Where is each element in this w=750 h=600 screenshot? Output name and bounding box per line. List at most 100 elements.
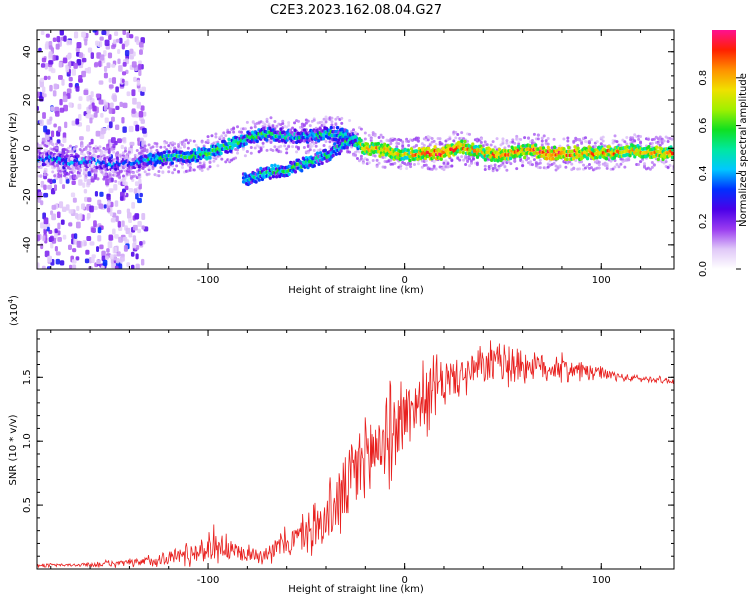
heat-cell [580,141,584,145]
heat-cell [279,150,283,154]
snr-xlabel: Height of straight line (km) [288,584,424,595]
heat-cell [122,177,126,181]
heat-cell [93,62,98,68]
heat-cell [147,166,151,170]
heat-cell [138,69,142,77]
heat-cell [456,156,460,160]
heat-cell [63,104,68,112]
snr-ytick-label: 1.5 [22,369,33,385]
heat-cell [315,151,320,156]
heat-cell [613,134,617,138]
heat-cell [109,211,114,217]
heat-cell [92,30,97,33]
heat-cell [73,233,78,239]
heat-cell [521,160,525,164]
heat-cell [126,39,130,46]
heat-cell [54,228,58,234]
heat-cell [131,201,136,209]
snr-ytick-label: 0.5 [22,497,33,513]
heat-cell [122,236,128,242]
heat-cell [76,58,82,66]
heat-cell [73,63,78,69]
heat-cell [414,143,418,147]
heat-cell [45,41,50,49]
heat-cell [58,201,64,209]
heat-cell [530,139,534,143]
heat-cell [463,139,467,144]
heat-cell [236,151,240,155]
heat-cell [454,136,458,140]
heat-cell [493,163,497,167]
heat-cell [670,155,674,160]
heat-cell [64,121,68,129]
heat-cell [350,145,354,149]
heat-cell [202,165,206,169]
heat-cell [424,163,428,167]
heat-cell [136,79,141,86]
heat-cell [450,164,454,168]
heat-cell [306,151,310,155]
heat-cell [37,234,40,242]
heat-cell [611,141,615,145]
snr-xtick-label: 0 [401,575,407,586]
heat-cell [261,145,265,149]
heat-cell [656,157,660,162]
heat-cell [108,77,112,83]
heat-cell [188,166,192,170]
heat-cell [88,152,92,156]
heat-cell [468,132,472,136]
heat-cell [45,173,49,177]
heat-cell [126,212,132,219]
heat-cell [460,155,464,159]
heat-cell [180,165,184,169]
heat-cell [552,145,557,150]
heat-cell [58,74,63,80]
heat-cell [241,147,245,151]
heat-cell [293,170,298,174]
heat-cell [180,162,184,166]
heat-cell [416,136,420,140]
heat-cell [139,49,143,55]
heat-cell [234,156,238,160]
heat-cell [462,158,466,162]
heat-cell [173,142,177,146]
heat-cell [57,237,62,242]
heat-cell [121,71,127,76]
heat-cell [88,104,93,110]
heat-cell [452,139,456,143]
heat-cell [505,141,509,145]
heat-cell [67,244,72,251]
heat-cell [89,241,95,246]
heat-cell [133,76,137,83]
heat-cell [424,159,428,163]
heat-cell [551,156,555,161]
heat-cell [115,257,120,264]
heat-cell [587,139,591,143]
heat-cell [483,140,487,144]
heat-cell [639,160,643,164]
heat-cell [299,138,303,143]
heat-cell [304,121,308,125]
heat-cell [112,228,116,235]
heat-cell [37,162,41,167]
heat-cell [125,155,129,159]
heat-cell [76,205,80,211]
heat-cell [456,132,460,136]
heat-cell [141,166,145,170]
heat-cell [95,93,101,98]
heat-cell [554,168,558,172]
heat-cell [151,167,155,171]
heat-cell [652,163,656,167]
heat-cell [131,89,136,97]
heat-cell [259,148,263,152]
heat-cell [48,67,54,72]
heat-cell [138,41,144,48]
colorbar-tick-label: 0.6 [698,118,709,134]
heat-cell [310,144,314,148]
heat-cell [57,222,61,230]
heat-cell [416,162,420,166]
heat-cell [137,63,142,71]
heat-cell [489,164,493,168]
colorbar: 0.0 0.2 0.4 0.6 0.8 Normalized spectral ampl… [698,30,749,277]
heat-cell [92,105,97,112]
